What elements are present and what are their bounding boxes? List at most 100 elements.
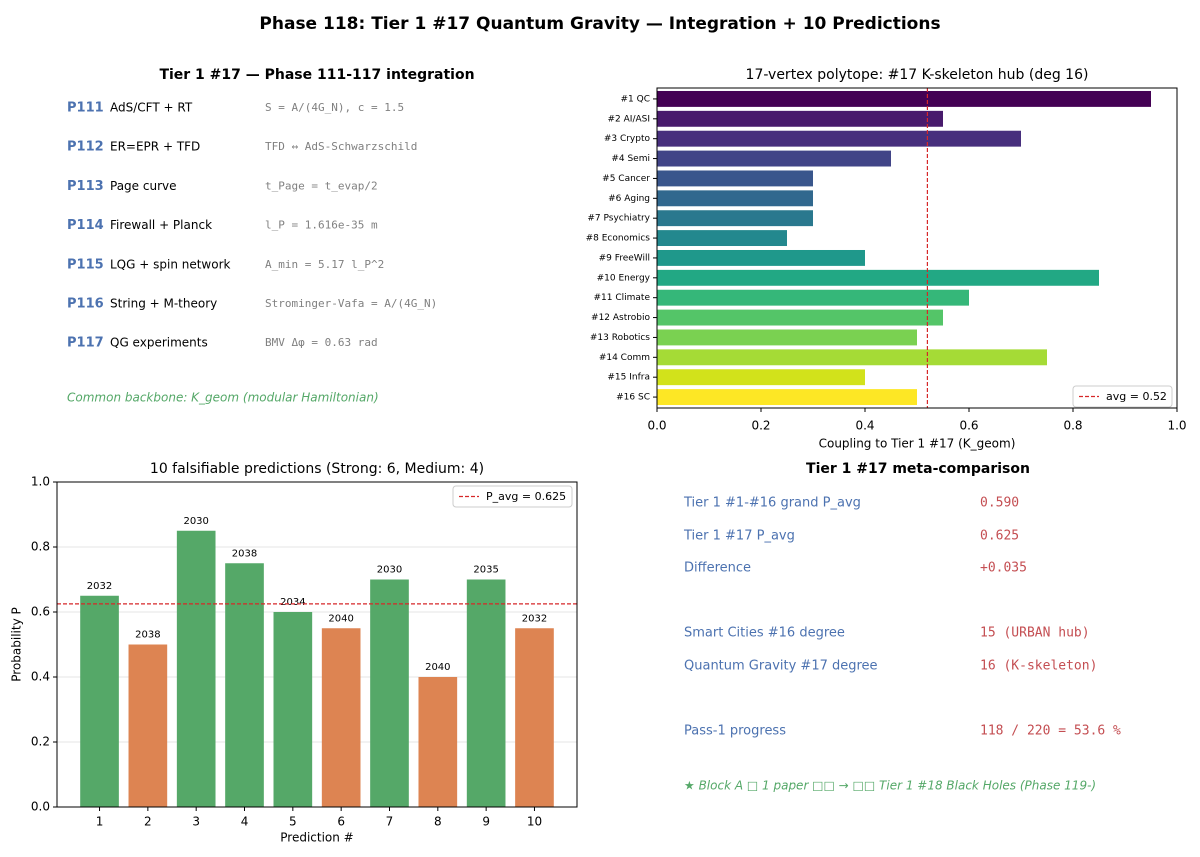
y-tick-label: 1.0 [31,475,50,489]
bar-label: 2032 [522,613,547,624]
x-tick-label: 8 [434,815,442,829]
y-tick-label: #1 QC [621,94,651,104]
bar [418,677,458,807]
meta-value: 0.590 [980,496,1019,511]
x-tick-label: 0.0 [647,419,666,433]
bar-label: 2040 [425,662,450,673]
phase-formula: S = A/(4G_N), c = 1.5 [265,101,404,114]
y-tick-label: #13 Robotics [590,333,650,343]
y-tick-label: #14 Comm [599,353,650,363]
meta-label: Difference [684,561,751,576]
x-tick-label: 3 [192,815,200,829]
y-axis-label: Probability P [10,607,24,681]
bar-label: 2030 [377,565,402,576]
bar-label: 2030 [183,516,208,527]
x-tick-label: 7 [386,815,394,829]
phase-name: LQG + spin network [110,257,231,271]
bar [657,230,787,247]
phase-formula: BMV Δφ = 0.63 rad [265,336,378,349]
bar-label: 2040 [328,613,353,624]
phase-id: P116 [67,297,104,312]
bar [176,530,216,807]
x-axis-label: Coupling to Tier 1 #17 (K_geom) [819,437,1016,451]
bar [466,579,506,807]
y-tick-label: #9 FreeWill [599,253,650,263]
axes-frame [56,481,578,808]
x-tick-label: 0.8 [1063,419,1082,433]
phase-id: P112 [67,140,104,155]
y-tick-label: #16 SC [616,393,650,403]
bar-label: 2038 [135,630,160,641]
bar-label: 2038 [232,548,257,559]
phase-id: P117 [67,336,104,351]
bar-label: 2035 [473,565,498,576]
meta-label: Quantum Gravity #17 degree [684,659,878,674]
meta-label: Smart Cities #16 degree [684,626,845,641]
y-tick-label: 0.2 [31,735,50,749]
x-tick-label: 1.0 [1167,419,1186,433]
y-tick-label: #12 Astrobio [591,313,650,323]
legend-frame [452,485,573,508]
bar [657,150,891,167]
phase-formula: t_Page = t_evap/2 [265,179,378,192]
phase-name: AdS/CFT + RT [110,101,193,115]
bar [657,329,917,346]
meta-value: 118 / 220 = 53.6 % [980,724,1121,739]
legend-label: avg = 0.52 [1106,390,1167,403]
y-tick-label: #11 Climate [594,293,651,303]
meta-value: 0.625 [980,529,1019,544]
y-tick-label: #10 Energy [597,273,651,283]
bar [657,349,1047,366]
phase-id: P111 [67,101,104,116]
x-tick-label: 0.2 [751,419,770,433]
legend-frame [1072,385,1173,408]
y-tick-label: 0.8 [31,540,50,554]
phase-name: String + M-theory [110,297,217,311]
bar [657,369,865,386]
y-tick-label: #15 Infra [607,373,650,383]
bar [657,389,917,406]
bar [657,90,1151,107]
bar [80,595,119,807]
bar-label: 2034 [280,597,305,608]
y-tick-label: 0.4 [31,670,50,684]
x-axis-label: Prediction # [280,831,353,845]
x-tick-label: 2 [144,815,152,829]
y-tick-label: #3 Crypto [604,134,651,144]
phase-name: ER=EPR + TFD [110,140,200,154]
panel-footer: Common backbone: K_geom (modular Hamilto… [67,391,379,405]
axes-frame [656,87,1178,409]
bar [657,269,1099,286]
legend-label: P_avg = 0.625 [486,490,566,503]
phase-name: Firewall + Planck [110,218,212,232]
panel-footer: ★ Block A □ 1 paper □□ → □□ Tier 1 #18 B… [684,779,1096,793]
x-tick-label: 1 [96,815,104,829]
y-tick-label: #7 Psychiatry [587,214,650,224]
y-tick-label: #8 Economics [586,234,651,244]
y-tick-label: #6 Aging [608,194,650,204]
bar [370,579,409,807]
x-tick-label: 0.4 [855,419,874,433]
phase-name: QG experiments [110,336,208,350]
x-tick-label: 9 [482,815,490,829]
y-tick-label: #4 Semi [611,154,650,164]
meta-label: Tier 1 #17 P_avg [683,529,795,544]
bar [657,249,865,266]
y-tick-label: 0.6 [31,605,50,619]
panel-title: Tier 1 #17 — Phase 111-117 integration [159,67,474,83]
x-tick-label: 4 [241,815,249,829]
phase-id: P113 [67,179,104,194]
bar [273,612,313,807]
bar [225,563,264,807]
y-tick-label: #5 Cancer [602,174,650,184]
phase-formula: TFD ↔ AdS-Schwarzschild [265,140,417,153]
bar [657,210,813,227]
chart-title: 10 falsifiable predictions (Strong: 6, M… [150,461,484,477]
bar [657,309,943,326]
bar [657,170,813,187]
meta-value: +0.035 [980,561,1027,576]
meta-value: 15 (URBAN hub) [980,626,1090,641]
bar [657,130,1021,147]
